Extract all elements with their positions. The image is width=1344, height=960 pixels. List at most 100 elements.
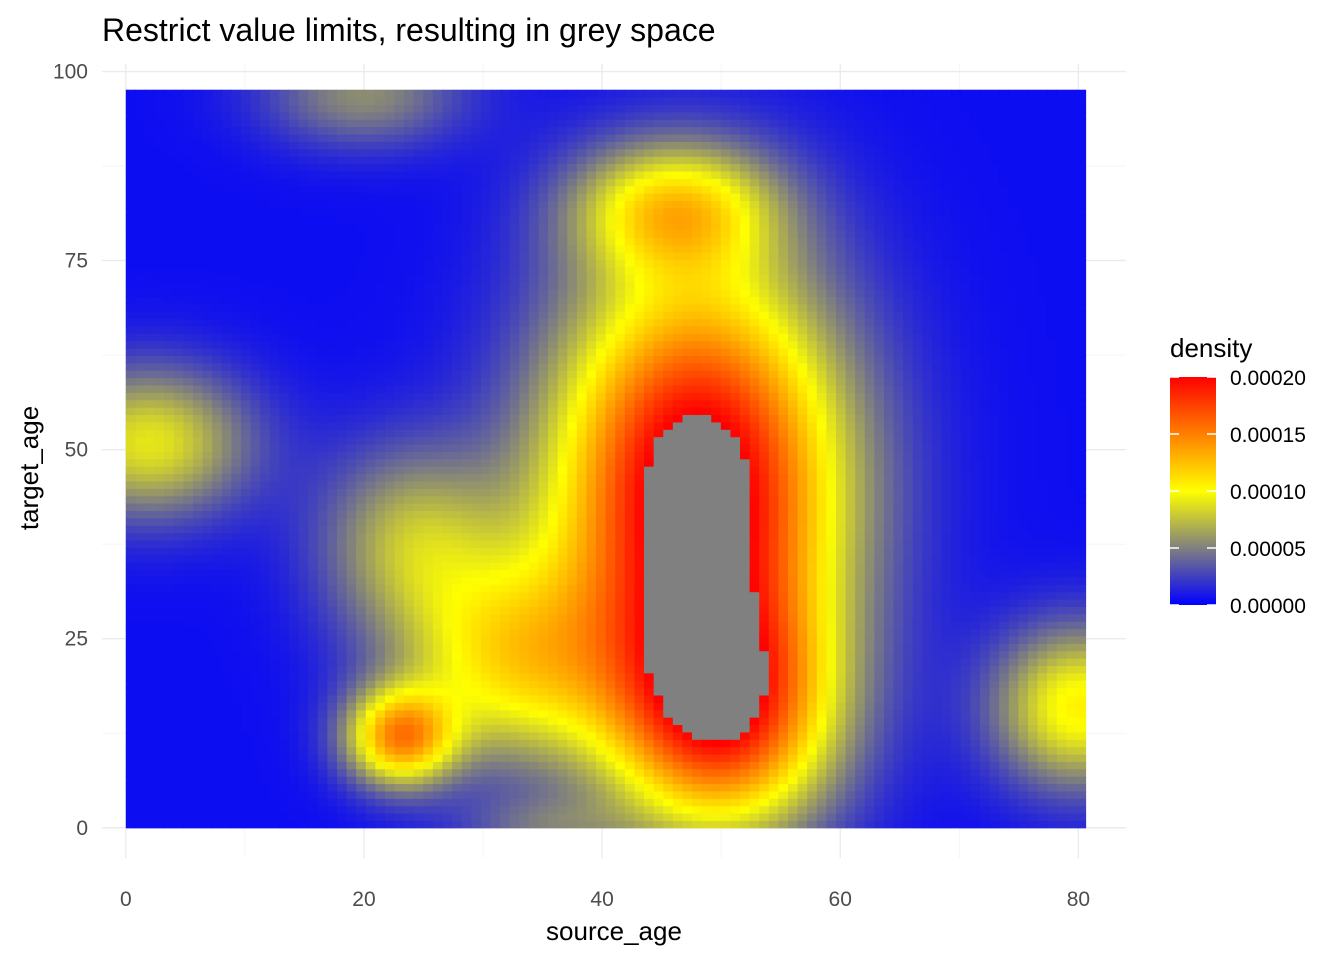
heatmap-tile: [164, 384, 175, 393]
heatmap-tile: [500, 731, 511, 740]
heatmap-tile: [135, 259, 146, 268]
heatmap-tile: [308, 429, 319, 438]
heatmap-tile: [596, 274, 607, 283]
heatmap-tile: [557, 215, 568, 224]
heatmap-tile: [394, 783, 405, 792]
heatmap-tile: [317, 687, 328, 696]
heatmap-tile: [279, 141, 290, 150]
heatmap-tile: [308, 731, 319, 740]
heatmap-tile: [538, 384, 549, 393]
heatmap-tile: [317, 141, 328, 150]
heatmap-tile: [442, 104, 453, 113]
heatmap-tile: [461, 370, 472, 379]
heatmap-tile: [240, 473, 252, 482]
heatmap-tile: [231, 598, 242, 607]
heatmap-tile: [461, 525, 472, 534]
heatmap-tile: [548, 237, 559, 246]
heatmap-tile: [365, 281, 376, 290]
heatmap-tile: [384, 370, 396, 379]
heatmap-tile: [221, 377, 232, 386]
heatmap-tile: [480, 362, 492, 371]
heatmap-tile: [548, 820, 559, 829]
heatmap-tile: [423, 178, 434, 187]
heatmap-tile: [442, 377, 453, 386]
heatmap-tile: [231, 768, 242, 777]
heatmap-tile: [471, 407, 482, 416]
heatmap-tile: [145, 370, 156, 379]
heatmap-tile: [413, 333, 424, 342]
heatmap-tile: [384, 724, 396, 733]
heatmap-tile: [154, 820, 165, 829]
heatmap-tile: [423, 421, 434, 430]
heatmap-tile: [231, 303, 242, 312]
heatmap-tile: [576, 643, 588, 652]
heatmap-tile: [384, 148, 396, 157]
heatmap-tile: [298, 672, 309, 681]
heatmap-tile: [394, 362, 405, 371]
heatmap-tile: [183, 606, 194, 615]
heatmap-tile: [125, 288, 137, 297]
heatmap-tile: [461, 488, 472, 497]
heatmap-tile: [288, 643, 300, 652]
heatmap-tile: [423, 414, 434, 423]
heatmap-tile: [356, 591, 367, 600]
heatmap-tile: [317, 820, 328, 829]
heatmap-tile: [298, 392, 309, 401]
heatmap-tile: [394, 517, 405, 526]
heatmap-tile: [260, 141, 271, 150]
heatmap-tile: [336, 274, 348, 283]
heatmap-tile: [154, 753, 165, 762]
heatmap-tile: [519, 488, 530, 497]
heatmap-tile: [596, 296, 607, 305]
heatmap-tile: [432, 318, 444, 327]
heatmap-tile: [145, 119, 156, 128]
heatmap-tile: [557, 680, 568, 689]
heatmap-tile: [183, 702, 194, 711]
heatmap-tile: [336, 288, 348, 297]
heatmap-tile: [567, 436, 578, 445]
heatmap-tile: [548, 156, 559, 165]
heatmap-tile: [135, 591, 146, 600]
heatmap-tile: [308, 606, 319, 615]
heatmap-tile: [173, 185, 184, 194]
heatmap-tile: [519, 532, 530, 541]
heatmap-tile: [480, 510, 492, 519]
heatmap-tile: [356, 133, 367, 142]
heatmap-tile: [519, 591, 530, 600]
heatmap-tile: [423, 362, 434, 371]
heatmap-tile: [154, 163, 165, 172]
heatmap-tile: [298, 451, 309, 460]
heatmap-tile: [538, 111, 549, 120]
heatmap-tile: [490, 458, 501, 467]
heatmap-tile: [269, 325, 280, 334]
heatmap-tile: [480, 687, 492, 696]
heatmap-tile: [567, 193, 578, 202]
heatmap-tile: [596, 562, 607, 571]
heatmap-tile: [423, 650, 434, 659]
heatmap-tile: [288, 193, 300, 202]
heatmap-tile: [135, 355, 146, 364]
heatmap-tile: [317, 724, 328, 733]
heatmap-tile: [567, 724, 578, 733]
heatmap-tile: [317, 266, 328, 275]
heatmap-tile: [586, 539, 597, 548]
heatmap-tile: [212, 628, 223, 637]
heatmap-tile: [202, 554, 213, 563]
heatmap-tile: [586, 495, 597, 504]
heatmap-tile: [231, 805, 242, 814]
heatmap-tile: [596, 790, 607, 799]
heatmap-tile: [557, 266, 568, 275]
heatmap-tile: [308, 798, 319, 807]
heatmap-tile: [423, 170, 434, 179]
heatmap-tile: [452, 392, 463, 401]
heatmap-tile: [442, 503, 453, 511]
heatmap-tiles: [125, 89, 1087, 829]
heatmap-tile: [567, 384, 578, 393]
heatmap-tile: [231, 473, 242, 482]
heatmap-tile: [500, 370, 511, 379]
heatmap-tile: [365, 798, 376, 807]
heatmap-tile: [519, 598, 530, 607]
heatmap-tile: [240, 658, 252, 666]
heatmap-tile: [432, 362, 444, 371]
